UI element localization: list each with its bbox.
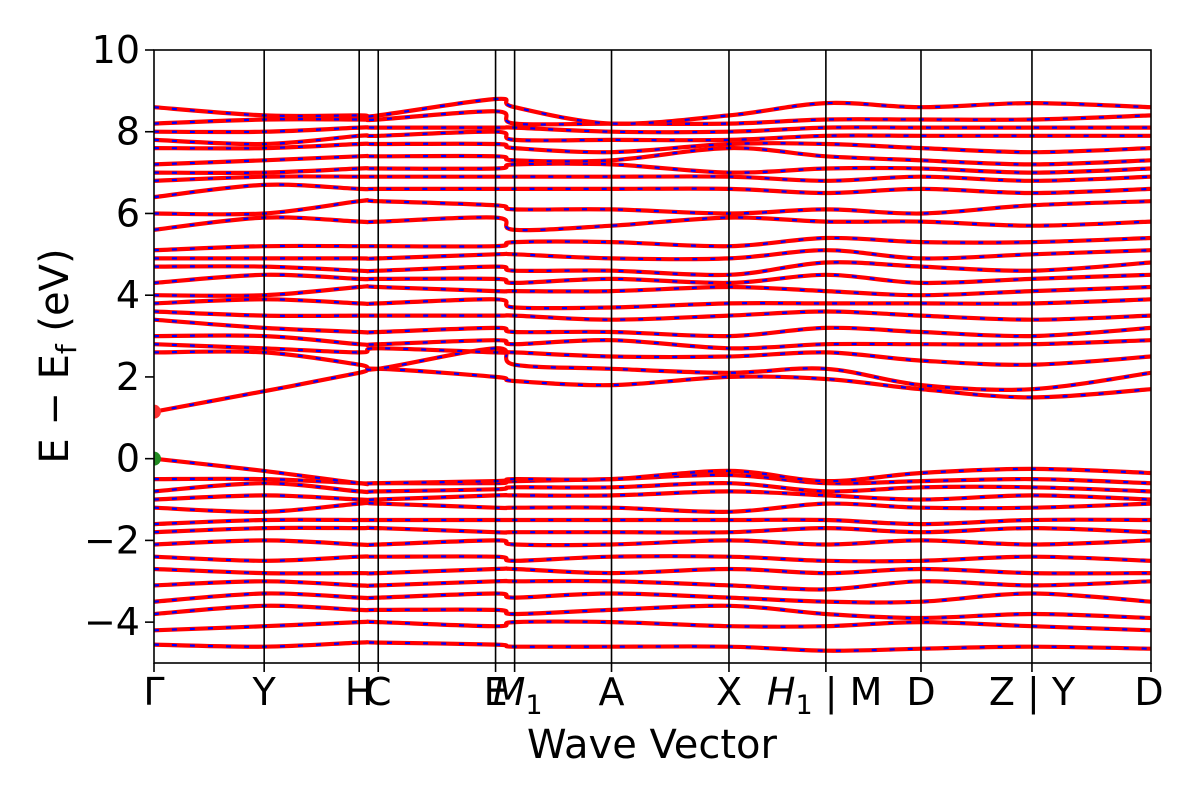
- band-1-dash: [154, 620, 1151, 632]
- band-17-dash: [154, 343, 1151, 366]
- band-32-dash: [154, 146, 1151, 166]
- y-tick-label-1: −2: [84, 518, 140, 562]
- x-label-z-y: Z | Y: [989, 670, 1076, 715]
- x-label-h: H: [345, 670, 374, 714]
- band-3: [154, 591, 1151, 605]
- band-24: [154, 260, 1151, 278]
- band-1: [154, 619, 1151, 633]
- band-21-dash: [154, 298, 1151, 310]
- band-20-dash: [154, 310, 1151, 321]
- band-22-dash: [154, 285, 1151, 297]
- band-31-dash: [154, 162, 1151, 175]
- marker-0: [154, 404, 161, 419]
- x-label-a: A: [599, 670, 625, 714]
- y-axis-ticks: −4 −2 0 2 4 6 8 10: [84, 28, 154, 644]
- band-12: [154, 481, 1151, 495]
- band-8-dash: [154, 526, 1151, 534]
- band-19-dash: [154, 318, 1151, 338]
- band-22: [154, 284, 1151, 298]
- x-axis-title: Wave Vector: [527, 722, 778, 768]
- band-26-dash: [154, 236, 1151, 252]
- point-markers: [154, 404, 161, 466]
- band-28: [154, 198, 1151, 217]
- band-28-dash: [154, 199, 1151, 216]
- x-label-m1: M1: [493, 670, 543, 721]
- band-2: [154, 603, 1151, 621]
- y-tick-label-6: 8: [116, 110, 140, 154]
- band-lines: [154, 96, 1151, 653]
- y-tick-label-3: 2: [116, 355, 140, 399]
- band-33-dash: [154, 142, 1151, 154]
- high-symmetry-lines: [263, 50, 1033, 663]
- band-26: [154, 235, 1151, 253]
- band-10-dash: [154, 501, 1151, 513]
- x-label-e: E: [484, 670, 508, 714]
- y-tick-label-4: 4: [116, 273, 140, 317]
- y-tick-label-0: −4: [84, 600, 140, 644]
- band-27: [154, 215, 1151, 233]
- band-23-dash: [154, 273, 1151, 285]
- band-36: [154, 109, 1151, 127]
- band-30-dash: [154, 175, 1151, 182]
- band-25-dash: [154, 249, 1151, 261]
- marker-1: [154, 451, 161, 466]
- band-37: [154, 96, 1151, 126]
- band-19: [154, 317, 1151, 339]
- x-label-x: X: [716, 670, 742, 714]
- band-5-dash: [154, 567, 1151, 575]
- x-label-h1-m: H1 | M: [767, 670, 883, 721]
- x-label-gamma: Γ: [143, 670, 164, 714]
- x-label-d: D: [906, 670, 935, 714]
- band-15-dash: [154, 367, 1151, 413]
- band-24-dash: [154, 261, 1151, 277]
- band-9-dash: [154, 518, 1151, 526]
- y-axis-title: E − Ef (eV): [32, 248, 83, 463]
- x-label-d-end: D: [1134, 670, 1163, 714]
- band-29-dash: [154, 183, 1151, 199]
- y-tick-label-2: 0: [116, 437, 140, 481]
- band-34: [154, 129, 1151, 147]
- band-29: [154, 182, 1151, 200]
- band-7: [154, 538, 1151, 548]
- x-label-c: C: [365, 670, 392, 714]
- band-6: [154, 554, 1151, 564]
- band-7-dash: [154, 539, 1151, 547]
- y-tick-label-5: 6: [116, 191, 140, 235]
- band-16-dash: [154, 347, 1151, 391]
- band-0-dash: [154, 641, 1151, 652]
- band-23: [154, 272, 1151, 286]
- band-12-dash: [154, 482, 1151, 494]
- x-label-y: Y: [252, 670, 277, 714]
- band-4-dash: [154, 579, 1151, 591]
- band-18-dash: [154, 334, 1151, 350]
- x-axis-ticks: Γ Y HC EM1 A X H1 | M D Z | Y D: [143, 663, 1164, 721]
- band-3-dash: [154, 592, 1151, 604]
- plot-frame: [153, 49, 1152, 664]
- band-35-dash: [154, 126, 1151, 134]
- band-11-dash: [154, 490, 1151, 502]
- y-tick-label-7: 10: [92, 28, 140, 72]
- band-13-dash: [154, 473, 1151, 485]
- band-14-dash: [154, 457, 1151, 486]
- band-2-dash: [154, 604, 1151, 620]
- band-6-dash: [154, 555, 1151, 563]
